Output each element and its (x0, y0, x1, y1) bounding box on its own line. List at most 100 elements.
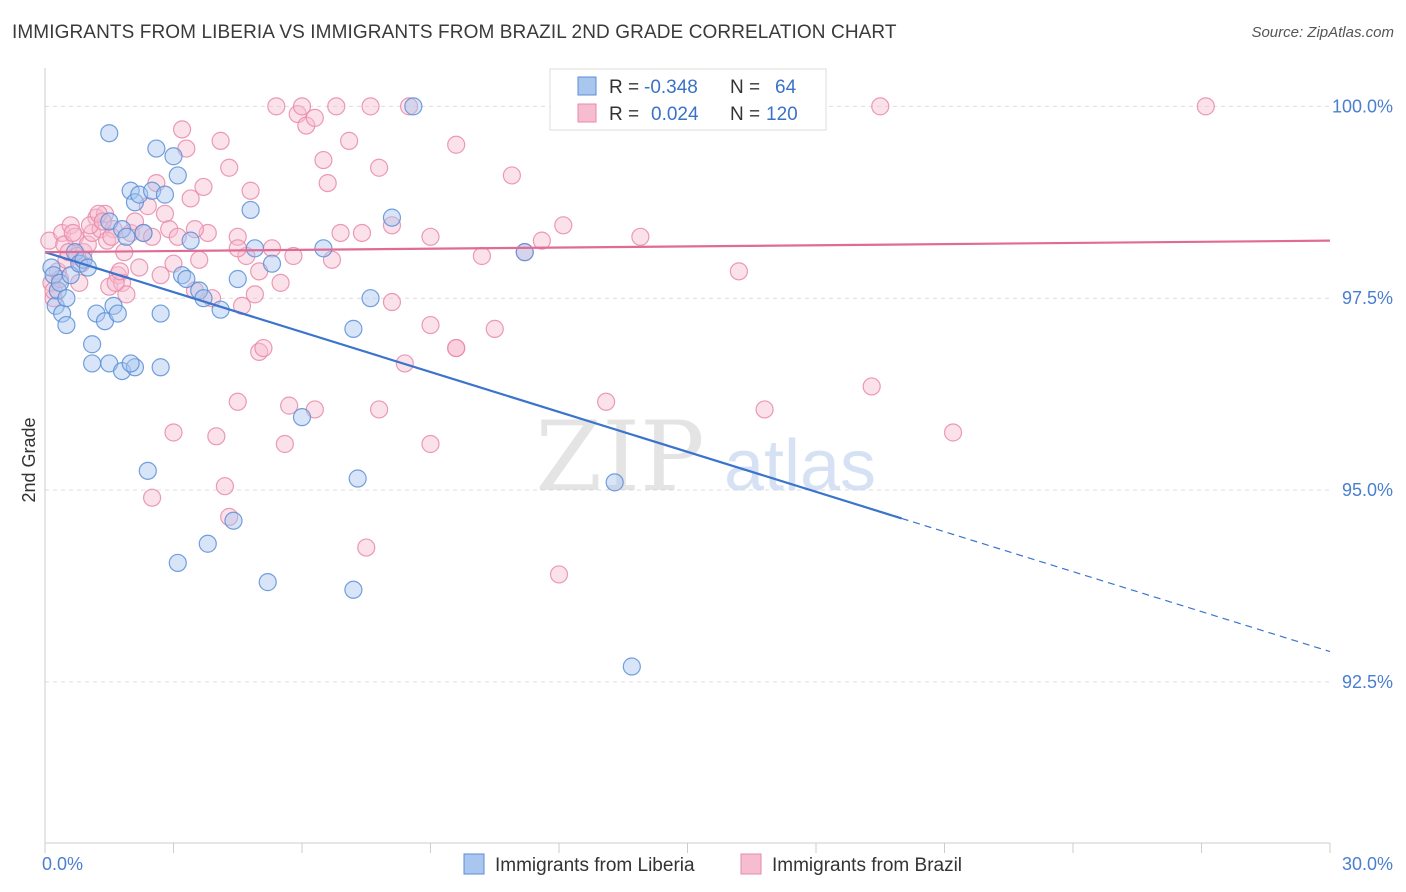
liberia-point-47 (382, 208, 402, 227)
liberia-point-17 (108, 304, 127, 323)
liberia-point-50 (605, 473, 624, 492)
brazil-point-74 (142, 488, 162, 507)
stats-n-value-liberia: 64 (775, 77, 797, 98)
stats-legend: R = -0.348 N = 64 R = 0.024 N = 120 (549, 68, 827, 131)
y-tick-label-1: 97.5% (1342, 288, 1393, 308)
stats-n-value-brazil: 120 (766, 104, 798, 125)
liberia-point-63 (57, 289, 76, 308)
liberia-point-19 (117, 227, 136, 246)
liberia-point-52 (100, 124, 119, 143)
brazil-point-76 (207, 427, 226, 446)
brazil-point-85 (357, 538, 376, 557)
liberia-point-20 (121, 181, 140, 200)
liberia-point-57 (168, 553, 187, 573)
liberia-point-43 (292, 408, 312, 427)
brazil-point-77 (215, 477, 234, 496)
stats-swatch-liberia (577, 76, 597, 96)
brazil-point-41 (220, 158, 239, 177)
liberia-point-58 (198, 534, 217, 553)
axes (44, 68, 1331, 853)
liberia-point-62 (348, 469, 367, 488)
brazil-point-117 (532, 231, 551, 250)
brazil-trend-line (44, 239, 1331, 254)
legend-swatch-brazil (740, 853, 762, 875)
brazil-point-54 (314, 150, 333, 170)
legend: Immigrants from Liberia Immigrants from … (463, 853, 962, 876)
y-tick-label-2: 95.0% (1342, 480, 1393, 500)
legend-label-brazil: Immigrants from Brazil (772, 855, 962, 876)
liberia-point-12 (83, 335, 102, 354)
brazil-point-50 (284, 246, 303, 266)
watermark-zip: ZIP (535, 401, 704, 513)
stats-n-label-brazil: N = (730, 104, 760, 125)
brazil-point-83 (280, 396, 299, 415)
liberia-point-6 (57, 315, 76, 335)
liberia-trend-line-extension (901, 517, 1331, 653)
liberia-point-30 (151, 304, 170, 323)
brazil-point-112 (267, 97, 286, 116)
brazil-point-72 (871, 97, 890, 116)
brazil-point-53 (305, 108, 324, 127)
brazil-point-93 (862, 377, 881, 396)
liberia-point-23 (134, 223, 153, 243)
liberia-point-59 (224, 511, 243, 530)
brazil-point-94 (943, 423, 963, 442)
brazil-point-19 (117, 285, 136, 304)
brazil-point-66 (472, 246, 491, 266)
brazil-point-61 (370, 158, 389, 177)
x-tick-label-0: 0.0% (42, 854, 83, 874)
brazil-point-65 (447, 135, 466, 154)
brazil-point-115 (382, 292, 402, 312)
brazil-point-86 (370, 400, 389, 419)
brazil-point-27 (151, 266, 170, 285)
brazil-point-32 (172, 120, 192, 139)
brazil-point-92 (755, 400, 774, 419)
brazil-point-82 (275, 434, 294, 454)
liberia-point-46 (361, 289, 380, 308)
series-liberia-points (42, 97, 641, 676)
brazil-point-64 (421, 227, 440, 246)
stats-r-label-brazil: R = (609, 104, 639, 125)
brazil-point-36 (190, 250, 209, 269)
brazil-point-91 (597, 392, 616, 411)
brazil-point-57 (331, 223, 350, 243)
liberia-point-45 (344, 319, 363, 338)
brazil-point-110 (185, 220, 205, 239)
brazil-point-99 (63, 223, 82, 243)
brazil-point-22 (130, 258, 149, 277)
legend-swatch-liberia (463, 853, 485, 875)
legend-label-liberia: Immigrants from Liberia (495, 855, 695, 876)
brazil-point-90 (549, 565, 569, 584)
liberia-point-44 (314, 239, 333, 258)
brazil-point-28 (155, 204, 175, 223)
liberia-point-54 (83, 354, 102, 373)
brazil-point-45 (241, 181, 260, 200)
stats-r-value-liberia: -0.348 (644, 77, 698, 98)
liberia-point-34 (177, 269, 196, 289)
x-tick-label-1: 30.0% (1342, 854, 1393, 874)
chart-source: Source: ZipAtlas.com (1251, 24, 1394, 41)
liberia-point-48 (404, 97, 423, 116)
liberia-point-29 (155, 185, 175, 204)
y-tick-label-3: 92.5% (1342, 672, 1393, 692)
liberia-point-51 (622, 657, 641, 676)
watermark-atlas: atlas (724, 426, 876, 506)
brazil-point-37 (194, 177, 213, 197)
tick-labels: 100.0% 97.5% 95.0% 92.5% 0.0% 30.0% (42, 96, 1393, 874)
brazil-point-67 (502, 166, 521, 185)
brazil-point-18 (112, 273, 132, 292)
brazil-point-75 (164, 423, 183, 442)
liberia-point-31 (164, 147, 183, 166)
liberia-point-55 (121, 354, 140, 373)
stats-r-value-brazil: 0.024 (651, 104, 699, 125)
liberia-point-32 (168, 166, 187, 185)
y-axis-label: 2nd Grade (19, 417, 39, 502)
brazil-point-70 (631, 227, 650, 246)
y-tick-label-0: 100.0% (1332, 96, 1393, 116)
brazil-point-60 (361, 97, 380, 116)
brazil-point-88 (421, 434, 440, 454)
brazil-point-63 (399, 97, 419, 116)
brazil-point-111 (228, 239, 247, 258)
brazil-point-116 (421, 315, 440, 335)
